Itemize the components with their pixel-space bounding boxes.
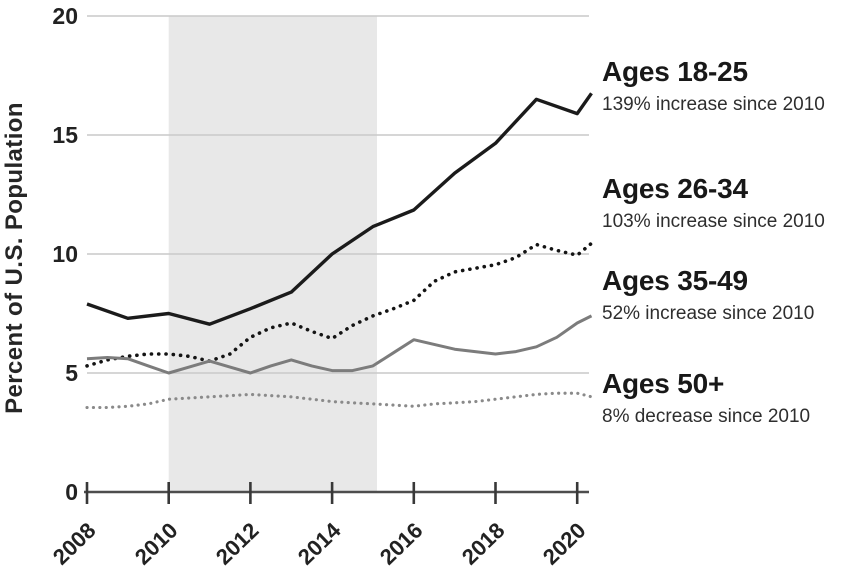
series-ages-35-49 — [86, 314, 593, 375]
legend-title: Ages 50+ — [602, 368, 725, 399]
legend-title: Ages 26-34 — [602, 173, 748, 204]
x-tick-label-2014: 2014 — [293, 517, 346, 570]
plot-area — [84, 15, 594, 504]
legend-title: Ages 18-25 — [602, 56, 748, 87]
legend-ages-35-49: Ages 35-49 52% increase since 2010 — [602, 265, 851, 325]
legend-ages-50-plus: Ages 50+ 8% decrease since 2010 — [602, 368, 851, 428]
legend-ages-18-25: Ages 18-25 139% increase since 2010 — [602, 56, 851, 116]
x-tick-label-2016: 2016 — [375, 518, 428, 570]
series-ages-50 — [85, 391, 594, 410]
legend-subtitle: 52% increase since 2010 — [602, 303, 815, 325]
y-axis-title: Percent of U.S. Population — [1, 102, 28, 414]
y-tick-label-15: 15 — [52, 122, 78, 148]
y-tick-label-5: 5 — [65, 360, 78, 386]
legend-subtitle: 139% increase since 2010 — [602, 94, 825, 116]
y-tick-label-10: 10 — [52, 241, 78, 267]
legend-ages-26-34: Ages 26-34 103% increase since 2010 — [602, 173, 851, 233]
x-tick-label-2020: 2020 — [538, 518, 591, 570]
x-tick-label-2012: 2012 — [211, 518, 264, 570]
legend-title: Ages 35-49 — [602, 265, 748, 296]
y-tick-label-20: 20 — [52, 3, 78, 29]
x-tick-label-2018: 2018 — [457, 518, 510, 570]
x-tick-label-2010: 2010 — [130, 518, 183, 570]
y-tick-label-0: 0 — [65, 479, 78, 505]
x-tick-label-2008: 2008 — [48, 518, 101, 570]
series-ages-26-34 — [85, 241, 594, 368]
legend-subtitle: 8% decrease since 2010 — [602, 406, 811, 428]
series-ages-18-25 — [86, 92, 593, 326]
legend-subtitle: 103% increase since 2010 — [602, 211, 825, 233]
